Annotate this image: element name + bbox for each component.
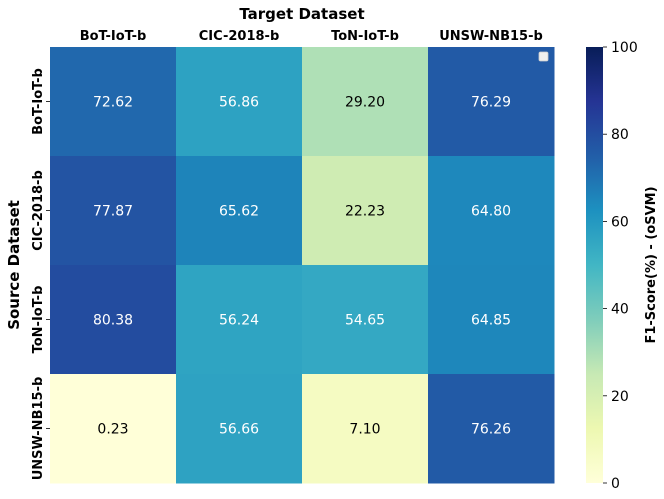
heatmap-cell-value: 65.62 [219, 204, 259, 220]
heatmap-cell-value: 64.85 [471, 313, 511, 329]
heatmap-cell-value: 22.23 [345, 204, 385, 220]
x-tick-label: UNSW-NB15-b [439, 29, 543, 44]
heatmap-cells [50, 47, 555, 484]
heatmap-cell [176, 374, 303, 484]
heatmap-cell-labels: 72.62 56.86 29.20 76.29 77.87 65.62 22.23 64.80… [93, 95, 511, 438]
x-axis-title: Target Dataset [239, 5, 364, 23]
heatmap-cell [302, 47, 429, 157]
heatmap-cell [302, 374, 429, 484]
colorbar-tick-label: 20 [611, 389, 629, 405]
heatmap-cell [50, 47, 177, 157]
heatmap-cell [428, 265, 555, 375]
colorbar-tick-label: 100 [611, 40, 638, 56]
heatmap-cell [428, 374, 555, 484]
colorbar-label: F1-Score(%) - (oSVM) [644, 186, 659, 343]
heatmap-cell [50, 374, 177, 484]
y-axis-title: Source Dataset [5, 200, 23, 330]
colorbar-tick-label: 0 [611, 476, 620, 492]
y-tick-label: ToN-IoT-b [31, 286, 46, 354]
y-tick-labels: BoT-IoT-b CIC-2018-b ToN-IoT-b UNSW-NB15-b [31, 68, 50, 480]
heatmap-cell-value: 56.86 [219, 95, 259, 111]
x-tick-labels: BoT-IoT-b CIC-2018-b ToN-IoT-b UNSW-NB15-b [80, 29, 543, 44]
heatmap-cell [428, 156, 555, 266]
heatmap-cell [50, 265, 177, 375]
x-tick-label: BoT-IoT-b [80, 29, 147, 44]
heatmap-cell [302, 265, 429, 375]
colorbar-tick-label: 40 [611, 302, 629, 318]
y-tick-label: CIC-2018-b [31, 170, 46, 251]
heatmap-cell [176, 265, 303, 375]
colorbar [586, 47, 603, 483]
heatmap-cell-value: 76.29 [471, 95, 511, 111]
colorbar-tick-label: 60 [611, 214, 629, 230]
heatmap-cell-value: 7.10 [349, 422, 380, 438]
heatmap-cell-value: 54.65 [345, 313, 385, 329]
heatmap-cell-value: 56.24 [219, 313, 259, 329]
heatmap-cell-value: 77.87 [93, 204, 133, 220]
colorbar-ticks: 0 20 40 60 80 100 [603, 40, 638, 492]
heatmap-cell-value: 29.20 [345, 95, 385, 111]
heatmap-cell-value: 0.23 [97, 422, 128, 438]
heatmap-cell-value: 56.66 [219, 422, 259, 438]
legend-box [538, 51, 549, 62]
heatmap-cell [50, 156, 177, 266]
heatmap-cell [428, 47, 555, 157]
y-tick-label: BoT-IoT-b [31, 68, 46, 135]
colorbar-tick-label: 80 [611, 127, 629, 143]
x-tick-label: CIC-2018-b [199, 29, 280, 44]
heatmap-cell [302, 156, 429, 266]
heatmap-cell-value: 72.62 [93, 95, 133, 111]
heatmap-cell-value: 64.80 [471, 204, 511, 220]
heatmap-cell-value: 80.38 [93, 313, 133, 329]
heatmap-cell [176, 47, 303, 157]
x-tick-label: ToN-IoT-b [331, 29, 399, 44]
heatmap-cell [176, 156, 303, 266]
heatmap-cell-value: 76.26 [471, 422, 511, 438]
y-tick-label: UNSW-NB15-b [31, 377, 46, 481]
